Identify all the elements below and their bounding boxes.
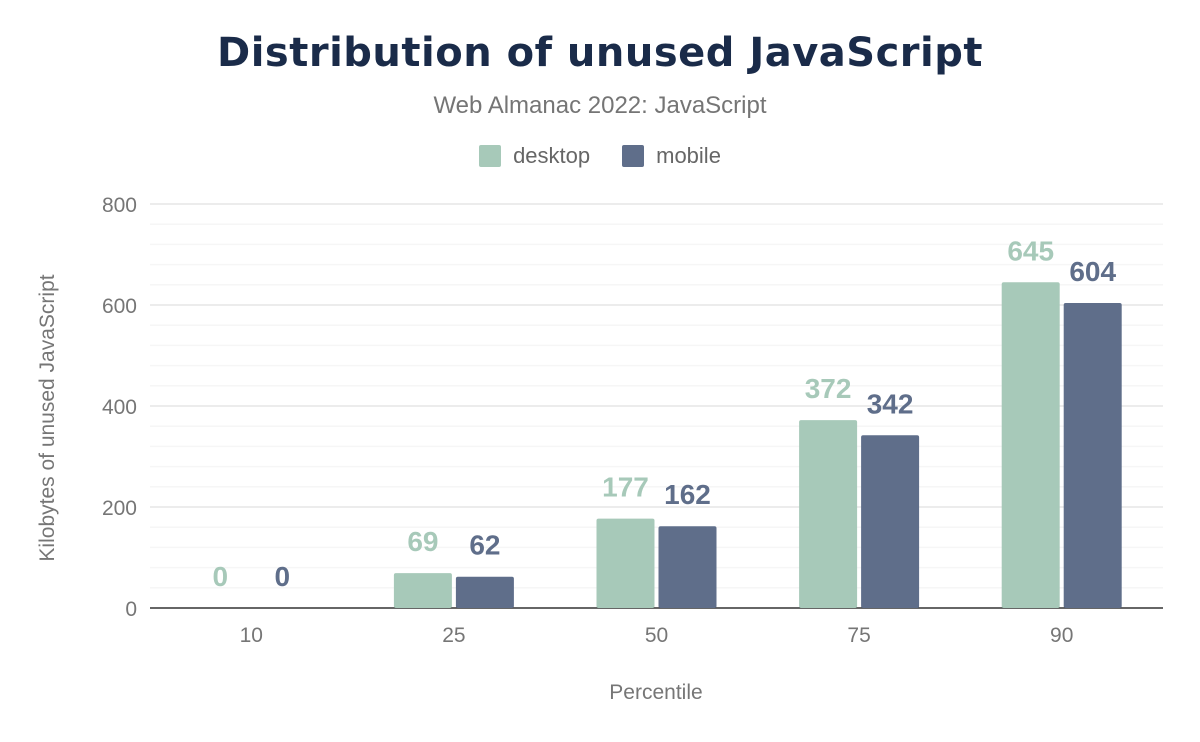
data-label-mobile: 162	[664, 479, 711, 510]
legend-item-mobile[interactable]: mobile	[622, 143, 721, 169]
x-axis-title: Percentile	[609, 681, 702, 704]
legend-label-mobile: mobile	[656, 143, 721, 168]
y-axis-title: Kilobytes of unused JavaScript	[36, 274, 59, 561]
x-tick-label: 50	[645, 624, 668, 647]
x-tick-label: 75	[847, 624, 870, 647]
data-label-mobile: 342	[867, 388, 914, 419]
bar-desktop	[596, 518, 655, 608]
y-tick-label: 600	[102, 295, 137, 318]
legend: desktop mobile	[0, 143, 1200, 169]
y-tick-label: 800	[102, 194, 137, 217]
data-label-mobile: 0	[275, 561, 291, 592]
bar-mobile	[658, 526, 717, 608]
chart-title: Distribution of unused JavaScript	[217, 30, 983, 76]
data-label-desktop: 69	[407, 526, 438, 557]
x-tick-label: 25	[442, 624, 465, 647]
bar-mobile	[1063, 302, 1122, 608]
legend-label-desktop: desktop	[513, 143, 591, 168]
bar-mobile	[455, 576, 514, 608]
bar-desktop	[1001, 282, 1060, 608]
data-label-mobile: 604	[1069, 256, 1116, 287]
bar-desktop	[799, 420, 858, 608]
legend-item-desktop[interactable]: desktop	[479, 143, 590, 169]
data-label-desktop: 372	[805, 373, 852, 404]
legend-swatch-mobile	[622, 145, 645, 167]
y-tick-label: 200	[102, 497, 137, 520]
data-label-desktop: 645	[1007, 235, 1054, 266]
bar-desktop	[393, 573, 452, 608]
y-tick-label: 400	[102, 396, 137, 419]
bar-mobile	[861, 435, 920, 608]
data-label-mobile: 62	[469, 530, 500, 561]
x-tick-label: 10	[240, 624, 263, 647]
data-label-desktop: 177	[602, 472, 649, 503]
legend-swatch-desktop	[479, 145, 502, 167]
data-label-desktop: 0	[213, 561, 229, 592]
x-tick-label: 90	[1050, 624, 1073, 647]
chart-subtitle: Web Almanac 2022: JavaScript	[433, 92, 767, 119]
y-tick-label: 0	[125, 598, 137, 621]
